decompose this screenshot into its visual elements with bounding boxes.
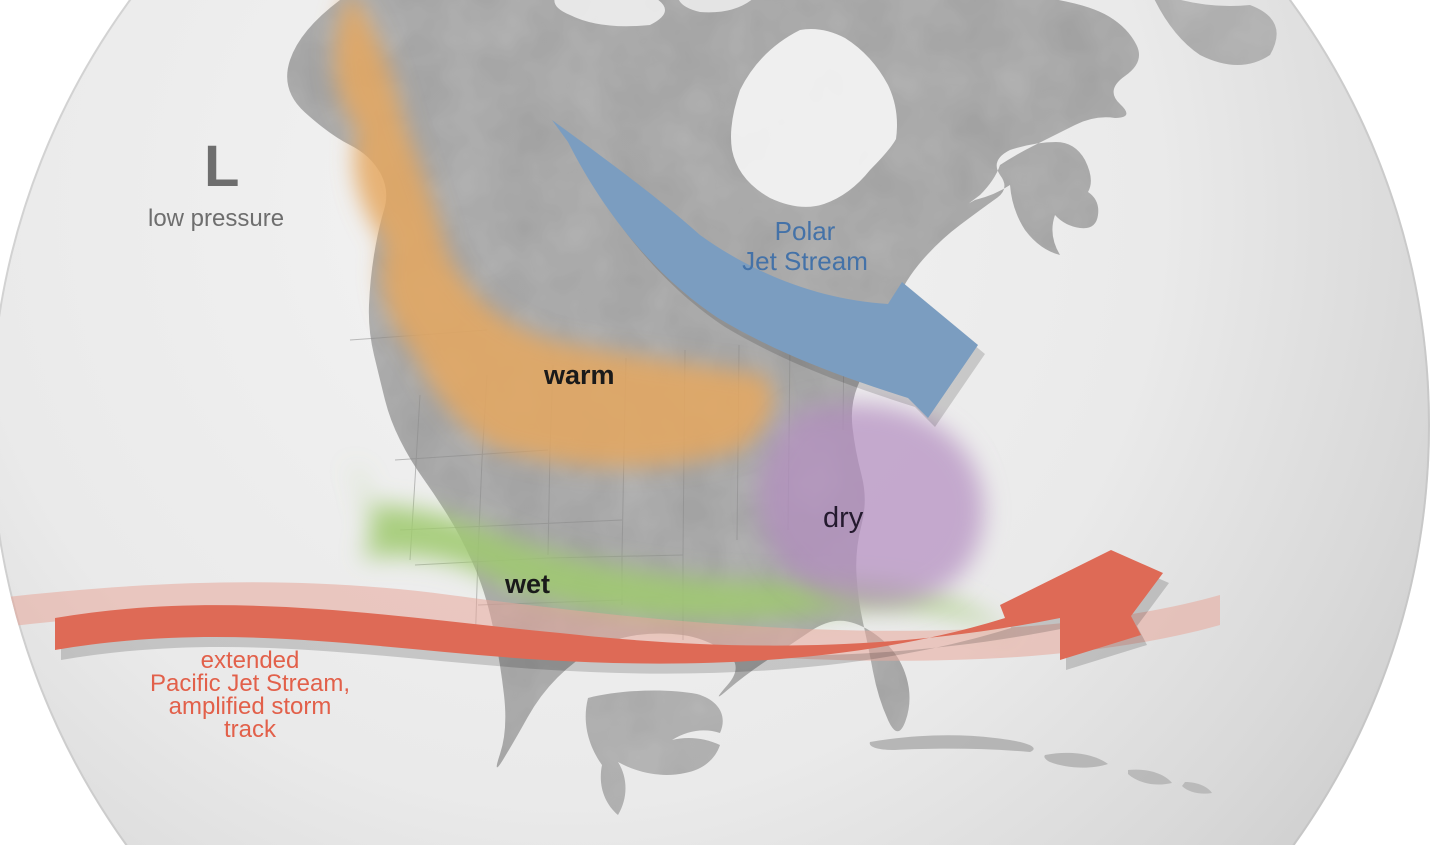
svg-text:track: track [224,716,277,743]
svg-text:wet: wet [504,569,550,599]
svg-text:L: L [204,134,238,199]
svg-text:Polar: Polar [775,216,836,246]
svg-text:low pressure: low pressure [148,205,284,232]
svg-text:warm: warm [543,360,615,390]
svg-text:dry: dry [823,502,864,534]
svg-text:Jet Stream: Jet Stream [742,246,868,276]
